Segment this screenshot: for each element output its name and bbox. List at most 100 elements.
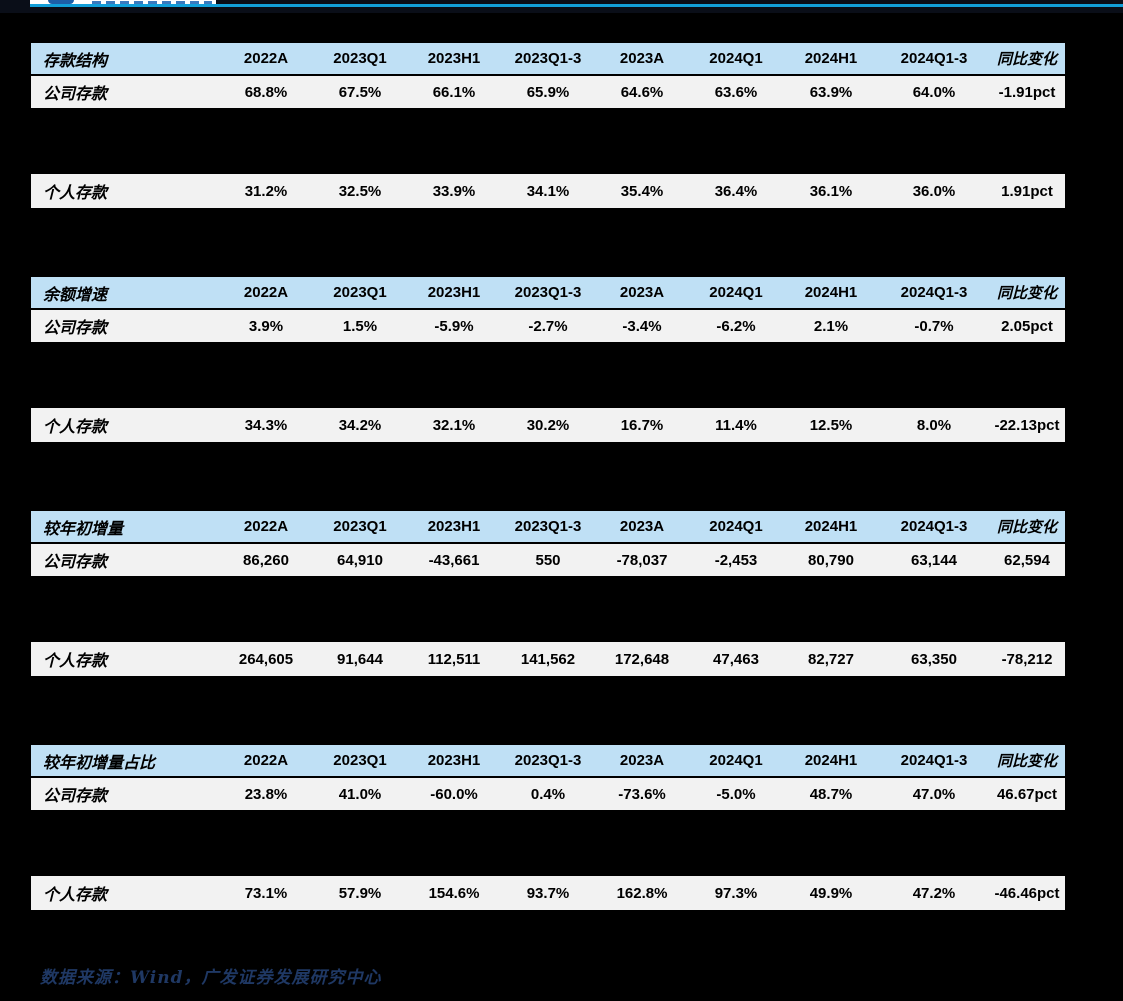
table-row: 公司存款 86,260 64,910 -43,661 550 -78,037 -2,453 8… xyxy=(31,543,1065,578)
column-header: 2024Q1-3 xyxy=(879,744,989,778)
column-header: 2024H1 xyxy=(783,744,879,778)
data-source-note: 数据来源：Wind，广发证券发展研究中心 xyxy=(40,968,382,988)
column-header: 2024Q1-3 xyxy=(879,42,989,76)
column-header: 2023Q1-3 xyxy=(501,744,595,778)
cell-value: -1.91pct xyxy=(989,75,1065,110)
cell-value: 65.9% xyxy=(501,75,595,110)
cell-value: 64.6% xyxy=(595,75,689,110)
cell-value: 16.7% xyxy=(595,408,689,444)
cell-value: 47.2% xyxy=(879,876,989,912)
cell-value: 112,511 xyxy=(407,642,501,678)
cell-value: 82,727 xyxy=(783,642,879,678)
table-row: 个人存款 31.2% 32.5% 33.9% 34.1% 35.4% 36.4% 36.1% 3… xyxy=(31,174,1065,210)
column-header: 2024Q1-3 xyxy=(879,510,989,544)
column-header: 2023Q1 xyxy=(313,510,407,544)
column-header: 2023H1 xyxy=(407,744,501,778)
column-header: 2024H1 xyxy=(783,42,879,76)
column-header: 2023Q1-3 xyxy=(501,510,595,544)
cell-value: 34.2% xyxy=(313,408,407,444)
cell-value: 73.1% xyxy=(219,876,313,912)
column-header: 2024Q1 xyxy=(689,276,783,310)
table-header-row: 较年初增量占比 2022A 2023Q1 2023H1 2023Q1-3 2023A 202… xyxy=(31,744,1065,778)
table-section-2: 较年初增量 2022A 2023Q1 2023H1 2023Q1-3 2023A 2024Q… xyxy=(31,510,1065,678)
cell-value: 93.7% xyxy=(501,876,595,912)
row-label: 公司存款 xyxy=(31,309,219,344)
table-section-1: 余额增速 2022A 2023Q1 2023H1 2023Q1-3 2023A 2024Q1… xyxy=(31,276,1065,444)
row-label: 公司存款 xyxy=(31,777,219,812)
column-header: 2022A xyxy=(219,510,313,544)
column-header: 2022A xyxy=(219,744,313,778)
column-header: 2024Q1-3 xyxy=(879,276,989,310)
column-header: 同比变化 xyxy=(989,510,1065,544)
table-row: 公司存款 3.9% 1.5% -5.9% -2.7% -3.4% -6.2% 2.1% -0.7… xyxy=(31,309,1065,344)
cell-value: 264,605 xyxy=(219,642,313,678)
cell-value: 63.9% xyxy=(783,75,879,110)
cell-value: 12.5% xyxy=(783,408,879,444)
column-header: 2023A xyxy=(595,42,689,76)
column-header: 2023Q1-3 xyxy=(501,42,595,76)
table-title: 较年初增量占比 xyxy=(31,744,219,778)
column-header: 2023A xyxy=(595,510,689,544)
column-header: 同比变化 xyxy=(989,744,1065,778)
column-header: 2023H1 xyxy=(407,276,501,310)
column-header: 2023H1 xyxy=(407,510,501,544)
table-header-row: 存款结构 2022A 2023Q1 2023H1 2023Q1-3 2023A 2024Q1… xyxy=(31,42,1065,76)
table-section-3: 较年初增量占比 2022A 2023Q1 2023H1 2023Q1-3 2023A 202… xyxy=(31,744,1065,912)
cell-value: -2.7% xyxy=(501,309,595,344)
cell-value: 46.67pct xyxy=(989,777,1065,812)
cell-value: 47.0% xyxy=(879,777,989,812)
cell-value: -60.0% xyxy=(407,777,501,812)
cell-value: 57.9% xyxy=(313,876,407,912)
column-header: 同比变化 xyxy=(989,276,1065,310)
cell-value: 33.9% xyxy=(407,174,501,210)
table-title: 较年初增量 xyxy=(31,510,219,544)
deposit-tables-container: 存款结构 2022A 2023Q1 2023H1 2023Q1-3 2023A 2024Q1… xyxy=(31,42,1065,978)
row-label: 个人存款 xyxy=(31,642,219,678)
cell-value: -43,661 xyxy=(407,543,501,578)
cell-value: -2,453 xyxy=(689,543,783,578)
cell-value: 3.9% xyxy=(219,309,313,344)
cell-value: 91,644 xyxy=(313,642,407,678)
table-header-row: 较年初增量 2022A 2023Q1 2023H1 2023Q1-3 2023A 2024Q… xyxy=(31,510,1065,544)
column-header: 2024Q1 xyxy=(689,510,783,544)
column-header: 同比变化 xyxy=(989,42,1065,76)
cell-value: 34.3% xyxy=(219,408,313,444)
gf-securities-logo-fragment xyxy=(30,0,216,4)
banner-accent-line xyxy=(30,4,1123,7)
table-row: 个人存款 264,605 91,644 112,511 141,562 172,648 47… xyxy=(31,642,1065,678)
cell-value: -46.46pct xyxy=(989,876,1065,912)
column-header: 2024H1 xyxy=(783,276,879,310)
column-header: 2024Q1 xyxy=(689,744,783,778)
cell-value: 35.4% xyxy=(595,174,689,210)
table-title: 存款结构 xyxy=(31,42,219,76)
table-row: 个人存款 73.1% 57.9% 154.6% 93.7% 162.8% 97.3% 49.9… xyxy=(31,876,1065,912)
cell-value: 47,463 xyxy=(689,642,783,678)
column-header: 2022A xyxy=(219,42,313,76)
cell-value: 23.8% xyxy=(219,777,313,812)
cell-value: 36.1% xyxy=(783,174,879,210)
cell-value: -3.4% xyxy=(595,309,689,344)
column-header: 2023A xyxy=(595,276,689,310)
table-row: 公司存款 23.8% 41.0% -60.0% 0.4% -73.6% -5.0% 48.7%… xyxy=(31,777,1065,812)
column-header: 2023Q1 xyxy=(313,276,407,310)
cell-value: 97.3% xyxy=(689,876,783,912)
row-gap xyxy=(31,577,1065,642)
cell-value: 80,790 xyxy=(783,543,879,578)
column-header: 2023A xyxy=(595,744,689,778)
row-label: 个人存款 xyxy=(31,174,219,210)
cell-value: 64,910 xyxy=(313,543,407,578)
cell-value: 1.91pct xyxy=(989,174,1065,210)
cell-value: -78,037 xyxy=(595,543,689,578)
column-header: 2022A xyxy=(219,276,313,310)
column-header: 2023Q1 xyxy=(313,42,407,76)
cell-value: 154.6% xyxy=(407,876,501,912)
cell-value: 2.1% xyxy=(783,309,879,344)
cell-value: 49.9% xyxy=(783,876,879,912)
row-label: 个人存款 xyxy=(31,876,219,912)
cell-value: 30.2% xyxy=(501,408,595,444)
cell-value: 31.2% xyxy=(219,174,313,210)
cell-value: 0.4% xyxy=(501,777,595,812)
cell-value: 48.7% xyxy=(783,777,879,812)
column-header: 2023Q1-3 xyxy=(501,276,595,310)
